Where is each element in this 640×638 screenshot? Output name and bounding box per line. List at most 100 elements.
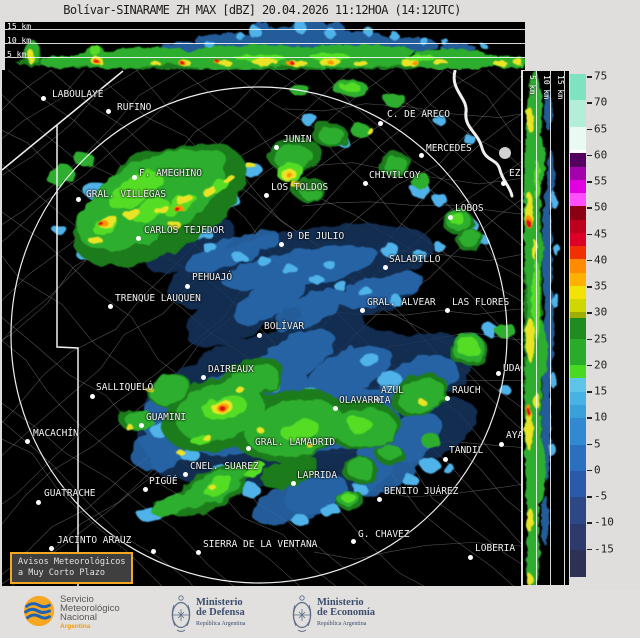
colorbar-tick-mark (587, 286, 592, 288)
colorbar-tick-mark (587, 312, 592, 314)
city-label: LABOULAYE (52, 89, 104, 100)
height-label: 15 km (556, 75, 565, 100)
city-dot (139, 423, 144, 428)
city-label: C. DE ARECO (387, 109, 450, 120)
map-overlay: Avisos Meteorológicos a Muy Corto Plazo … (2, 70, 521, 586)
city-label: LAS FLORES (452, 297, 510, 308)
ministry-sub: República Argentina (196, 621, 246, 627)
city-dot (363, 181, 368, 186)
warning-badge[interactable]: Avisos Meteorológicos a Muy Corto Plazo (10, 552, 134, 584)
colorbar-segment (570, 471, 586, 498)
city-dot (246, 446, 251, 451)
city-label: RAUCH (452, 385, 481, 396)
city-dot (279, 242, 284, 247)
ministry-economia-text: Ministerio de Economía República Argenti… (317, 597, 376, 629)
colorbar-segment (570, 193, 586, 207)
height-label: 5 km (7, 50, 27, 59)
radar-echo-layer-cyan (549, 192, 560, 457)
city-label: JACINTO ARAUZ (57, 535, 132, 546)
city-dot (351, 539, 356, 544)
ministry-name: Ministerio (317, 597, 364, 608)
colorbar-tick-label: 20 (594, 358, 608, 372)
city-label: G. CHAVEZ (358, 529, 410, 540)
city-label: BENITO JUÁREZ (384, 486, 459, 497)
city-label: CNEL. SUAREZ (190, 461, 259, 472)
colorbar-segment (570, 365, 586, 379)
colorbar-tick-label: 10 (594, 410, 608, 424)
radar-echo-layer-yellow (88, 128, 427, 490)
footer: Servicio Meteorológico Nacional Argentin… (0, 590, 640, 638)
city-label: EZE (509, 168, 521, 179)
city-dot (445, 308, 450, 313)
coat-of-arms-icon (292, 595, 312, 632)
radar-echo-layer-red (526, 220, 531, 414)
radar-map-graphic (2, 70, 521, 586)
colorbar-segment (570, 74, 586, 101)
city-dot (185, 284, 190, 289)
city-label: 9 DE JULIO (287, 231, 345, 242)
height-line (536, 71, 537, 585)
colorbar-tick-label: 40 (594, 253, 608, 267)
city-dot (445, 396, 450, 401)
city-dot (264, 193, 269, 198)
city-dot (143, 487, 148, 492)
colorbar-tick-mark (587, 338, 592, 340)
radar-echo-layer-yellow (27, 50, 523, 67)
colorbar-tick-mark (587, 364, 592, 367)
height-line (550, 71, 551, 585)
colorbar-tick-mark (587, 102, 592, 104)
city-dot (76, 197, 81, 202)
river-line (452, 70, 514, 198)
colorbar-segment (570, 285, 586, 299)
colorbar-segment (570, 312, 586, 318)
colorbar-segment (570, 179, 586, 194)
colorbar-tick-mark (587, 391, 592, 393)
city-label: TANDIL (449, 445, 484, 456)
badge-line2: a Muy Corto Plazo (18, 568, 105, 578)
city-label: LOS TOLDOS (271, 182, 329, 193)
colorbar-tick-label: 55 (594, 174, 608, 188)
colorbar-tick-mark (587, 522, 592, 524)
colorbar-tick-mark (587, 496, 592, 498)
city-dot (419, 153, 424, 158)
city-dot (49, 546, 54, 551)
city-label: BOLÍVAR (264, 321, 305, 332)
city-dot (36, 500, 41, 505)
city-label: GUAMINI (146, 412, 187, 423)
colorbar-segment (570, 272, 586, 286)
coat-of-arms-icon (171, 595, 191, 632)
colorbar-segment (570, 232, 586, 247)
colorbar-tick-mark (587, 181, 592, 183)
colorbar-tick-mark (587, 76, 592, 78)
radar-echo-layer-red (97, 209, 224, 410)
radar-echo-layer-red (95, 59, 294, 65)
city-dot (501, 181, 506, 186)
colorbar-segment (570, 404, 586, 419)
colorbar-tick-mark (587, 469, 592, 472)
colorbar-segment (570, 550, 586, 577)
colorbar-tick-label: -15 (594, 542, 614, 555)
radar-title: Bolívar-SINARAME ZH MAX [dBZ] 20.04.2026… (63, 3, 461, 17)
city-label: TRENQUE LAUQUEN (115, 293, 201, 304)
colorbar-segment (570, 391, 586, 405)
city-dot (375, 397, 380, 402)
city-dot (496, 371, 501, 376)
city-dot (106, 109, 111, 114)
colorbar-tick-mark (587, 154, 592, 157)
colorbar-tick-label: 75 (594, 69, 608, 83)
city-label: SALADILLO (389, 254, 441, 265)
city-label: OLAVARRIA (339, 395, 391, 406)
city-dot (257, 333, 262, 338)
city-dot (499, 442, 504, 447)
city-label: LOBOS (455, 203, 484, 214)
city-dot (383, 265, 388, 270)
colorbar-tick-mark (587, 128, 592, 130)
province-borders (2, 70, 514, 586)
smn-line2: Meteorológico (60, 602, 120, 614)
city-label: PIGÜÉ (149, 476, 178, 487)
smn-line1: Servicio (60, 594, 94, 605)
ministry-name2: de Economía (317, 607, 376, 618)
colorbar-tick-label: 15 (594, 384, 608, 398)
river-delta (499, 147, 511, 159)
city-label: LAPRIDA (297, 470, 338, 481)
